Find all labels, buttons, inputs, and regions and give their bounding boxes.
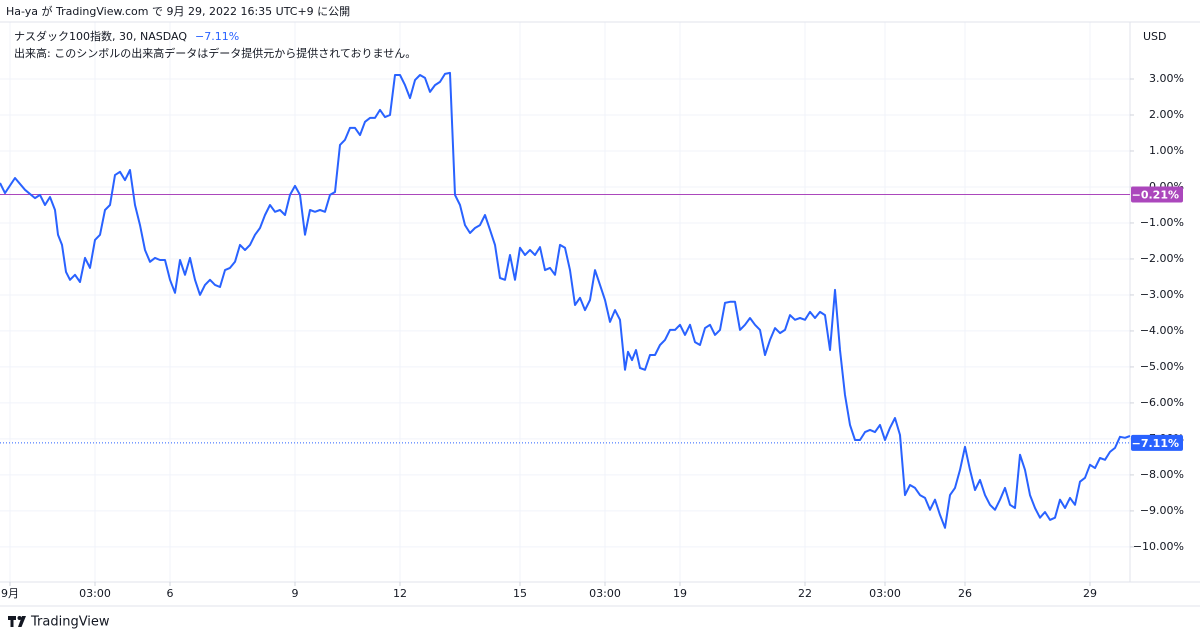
currency: USD xyxy=(1143,30,1167,43)
x-tick-label: 03:00 xyxy=(79,587,111,600)
x-tick-label: 26 xyxy=(958,587,972,600)
y-tick-label: −4.00% xyxy=(1140,324,1184,337)
x-tick-label: 29 xyxy=(1083,587,1097,600)
y-tick-label: −10.00% xyxy=(1133,540,1184,553)
symbol: ナスダック100指数, 30, NASDAQ xyxy=(14,29,187,43)
x-tick-label: 9 xyxy=(292,587,299,600)
grid xyxy=(0,22,1130,582)
y-tick-label: −1.00% xyxy=(1140,216,1184,229)
y-tick-label: −2.00% xyxy=(1140,252,1184,265)
x-tick-label: 19 xyxy=(673,587,687,600)
change-label: −7.11% xyxy=(195,30,239,43)
y-tick-label: 1.00% xyxy=(1149,144,1184,157)
volume-note: 出来高: このシンボルの出来高データはデータ提供元から提供されておりません。 xyxy=(14,46,416,60)
publisher-line: Ha-ya が TradingView.com で 9月 29, 2022 16… xyxy=(6,4,350,18)
x-tick-label: 12 xyxy=(393,587,407,600)
y-tick-label: −8.00% xyxy=(1140,468,1184,481)
price-label-bg xyxy=(1131,434,1183,451)
price-label: −7.11% xyxy=(1132,437,1179,450)
x-tick-label: 15 xyxy=(513,587,527,600)
y-tick-label: 3.00% xyxy=(1149,72,1184,85)
x-tick-label: 6 xyxy=(167,587,174,600)
y-tick-label: −6.00% xyxy=(1140,396,1184,409)
x-tick-label: 03:00 xyxy=(589,587,621,600)
x-tick-label: 03:00 xyxy=(869,587,901,600)
x-tick-label: 9月 xyxy=(1,587,19,600)
price-line xyxy=(0,71,1131,529)
y-tick-label: −3.00% xyxy=(1140,288,1184,301)
y-tick-label: −5.00% xyxy=(1140,360,1184,373)
brand: TradingView xyxy=(30,615,110,630)
y-tick-label: −9.00% xyxy=(1140,504,1184,517)
price-label: −0.21% xyxy=(1132,189,1179,202)
price-label-bg xyxy=(1131,186,1183,203)
y-tick-label: 2.00% xyxy=(1149,108,1184,121)
brand-logo xyxy=(8,616,26,627)
x-tick-label: 22 xyxy=(798,587,812,600)
